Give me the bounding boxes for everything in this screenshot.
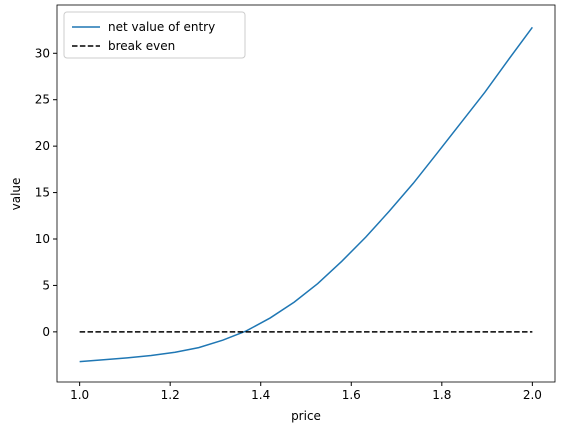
legend-box	[63, 11, 246, 59]
x-tick-label: 1.0	[70, 388, 89, 402]
y-tick-label: 5	[42, 278, 50, 292]
legend-label: break even	[108, 39, 175, 53]
y-tick-label: 15	[35, 186, 50, 200]
y-tick-label: 30	[35, 46, 50, 60]
x-tick-label: 1.4	[251, 388, 270, 402]
x-tick-label: 1.2	[161, 388, 180, 402]
x-tick-label: 1.8	[432, 388, 451, 402]
y-tick-label: 0	[42, 325, 50, 339]
y-tick-label: 25	[35, 93, 50, 107]
y-tick-label: 20	[35, 139, 50, 153]
x-tick-label: 2.0	[523, 388, 542, 402]
x-tick-label: 1.6	[342, 388, 361, 402]
x-axis-label: price	[291, 409, 321, 423]
y-tick-label: 10	[35, 232, 50, 246]
legend-label: net value of entry	[108, 20, 215, 34]
y-axis-label: value	[9, 178, 23, 211]
series-line	[79, 26, 533, 363]
plot-frame	[56, 4, 556, 383]
